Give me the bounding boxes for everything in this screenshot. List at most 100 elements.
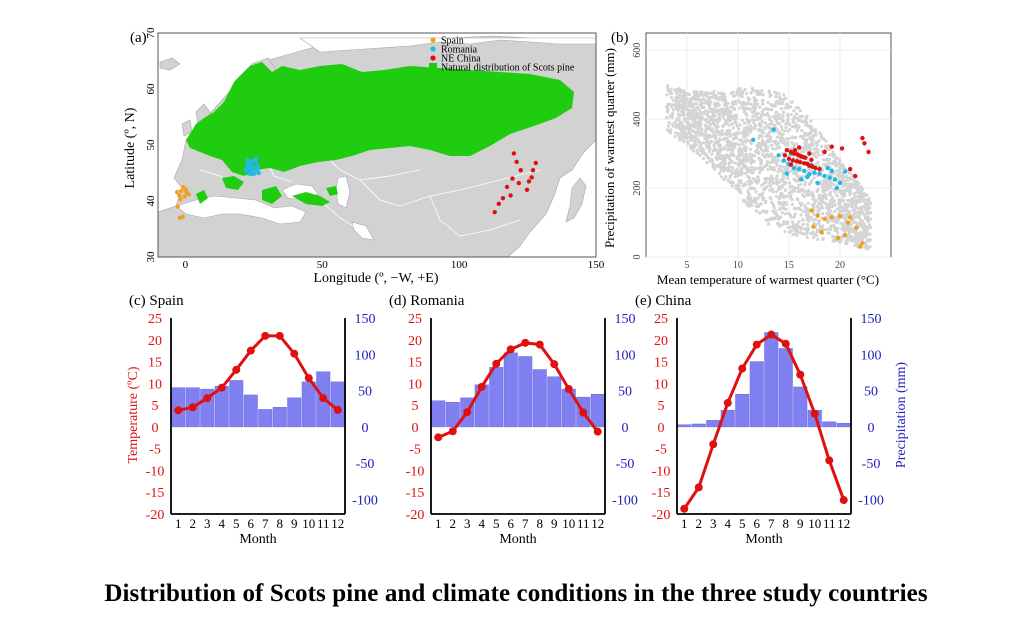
climate-space-point bbox=[853, 243, 857, 247]
month-tick: 8 bbox=[783, 516, 790, 531]
scatter-point bbox=[842, 169, 848, 174]
scatter-point bbox=[819, 229, 824, 235]
climate-space-point bbox=[790, 147, 794, 151]
climate-space-point bbox=[808, 146, 812, 150]
legend-marker bbox=[430, 46, 436, 52]
climate-space-point bbox=[799, 213, 803, 217]
climate-space-point bbox=[821, 197, 825, 201]
scatter-point bbox=[807, 151, 812, 156]
climate-space-point bbox=[738, 188, 742, 192]
climate-space-point bbox=[861, 223, 865, 227]
climate-space-point bbox=[703, 123, 707, 127]
map-point-spain bbox=[175, 204, 180, 209]
climate-space-point bbox=[784, 142, 788, 147]
climate-space-point bbox=[801, 222, 805, 226]
map-point-china bbox=[533, 160, 538, 166]
climate-space-point bbox=[756, 175, 760, 179]
climate-space-point bbox=[727, 133, 731, 137]
climate-space-point bbox=[732, 142, 736, 146]
temperature-tick: -15 bbox=[652, 486, 671, 501]
climate-space-point bbox=[837, 209, 842, 213]
climate-space-point bbox=[821, 190, 826, 194]
temperature-tick: 20 bbox=[408, 334, 422, 349]
climate-space-point bbox=[745, 125, 749, 129]
climate-space-point bbox=[816, 161, 820, 165]
climate-space-point bbox=[786, 105, 790, 110]
precipitation-bar bbox=[793, 386, 808, 428]
climate-space-point bbox=[777, 146, 781, 150]
scatter-point bbox=[829, 144, 834, 149]
climate-space-point bbox=[844, 182, 848, 186]
climate-space-point bbox=[805, 231, 809, 235]
temperature-tick: -5 bbox=[149, 443, 161, 458]
map-y-tick: 70 bbox=[145, 27, 157, 39]
climate-space-point bbox=[666, 106, 670, 110]
climate-space-point bbox=[843, 225, 848, 229]
climate-space-point bbox=[784, 207, 788, 211]
climate-space-point bbox=[682, 89, 686, 93]
climate-space-point bbox=[664, 116, 669, 120]
climate-space-point bbox=[710, 152, 714, 156]
temperature-point bbox=[781, 339, 790, 348]
climate-space-point bbox=[829, 224, 833, 228]
scatter-point bbox=[837, 180, 843, 186]
climate-space-point bbox=[746, 174, 750, 179]
legend-entry: Romania bbox=[441, 45, 478, 56]
climate-space-point bbox=[696, 122, 700, 126]
scatter-point bbox=[786, 156, 792, 161]
climate-space-point bbox=[774, 194, 779, 199]
climate-space-point bbox=[841, 184, 845, 188]
scatter-point bbox=[860, 241, 865, 246]
temperature-point bbox=[796, 370, 805, 379]
climate-space-point bbox=[845, 175, 849, 180]
temperature-point bbox=[174, 406, 183, 415]
climate-space-point bbox=[677, 133, 681, 137]
climate-space-point bbox=[786, 137, 791, 141]
climate-space-point bbox=[794, 179, 798, 183]
climate-space-point bbox=[866, 206, 871, 210]
climate-space-point bbox=[784, 200, 788, 205]
climate-space-point bbox=[679, 94, 683, 98]
map-point-china bbox=[511, 151, 517, 156]
month-tick: 9 bbox=[797, 516, 804, 531]
country-borders bbox=[199, 119, 541, 237]
map-point-china bbox=[508, 193, 513, 198]
climate-space-point bbox=[789, 112, 793, 117]
climate-space-point bbox=[856, 237, 861, 241]
temperature-tick: 0 bbox=[412, 421, 419, 436]
climate-space-point bbox=[806, 226, 810, 230]
climate-space-point bbox=[757, 204, 761, 208]
climate-space-point bbox=[790, 184, 794, 189]
precipitation-tick: 50 bbox=[864, 385, 878, 400]
map-x-tick-labels: 0 50 100 150 bbox=[183, 259, 605, 271]
climate-space-point bbox=[692, 113, 696, 117]
climate-space-point bbox=[686, 116, 690, 120]
map-point-spain bbox=[186, 192, 191, 197]
scatter-x-tick: 15 bbox=[784, 260, 794, 271]
climate-space-point bbox=[821, 168, 825, 172]
climate-space-point bbox=[738, 106, 742, 110]
climate-space-point bbox=[794, 112, 799, 116]
climate-space-point bbox=[710, 108, 714, 112]
climate-space-point bbox=[748, 147, 753, 151]
climate-space-point bbox=[815, 143, 819, 147]
climate-space-point bbox=[759, 133, 763, 137]
climate-space-point bbox=[820, 206, 824, 210]
climate-space-point bbox=[740, 170, 744, 175]
climate-space-point bbox=[793, 212, 797, 216]
climate-space-point bbox=[804, 139, 809, 143]
climate-space-point bbox=[794, 142, 799, 146]
map-point-romania bbox=[245, 157, 250, 163]
climate-space-point bbox=[865, 199, 870, 203]
climate-space-point bbox=[835, 194, 839, 198]
map-y-axis-label: Latitude (º, N) bbox=[123, 107, 138, 188]
scatter-point bbox=[847, 215, 853, 220]
climate-space-point bbox=[822, 181, 826, 185]
climate-space-point bbox=[684, 106, 688, 111]
climate-space-point bbox=[799, 150, 804, 154]
climate-space-point bbox=[785, 194, 789, 199]
scatter-point bbox=[853, 173, 858, 179]
month-tick: 8 bbox=[537, 516, 544, 531]
scatter-point bbox=[817, 171, 822, 176]
climate-space-point bbox=[787, 181, 792, 185]
